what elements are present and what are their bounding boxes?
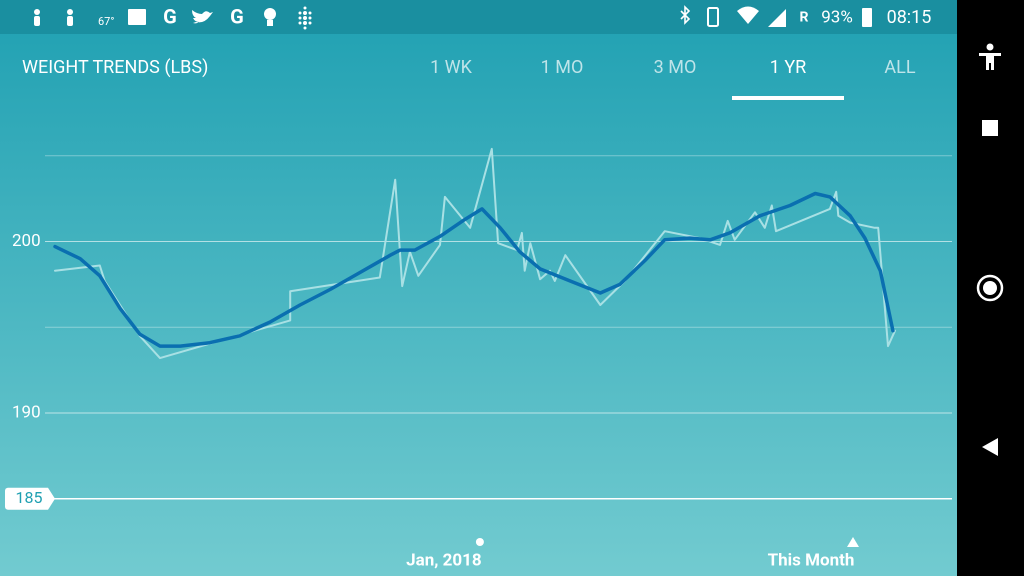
y-tick-label: 190 <box>12 403 41 423</box>
tab[interactable]: 1 WK <box>430 57 473 78</box>
chart: 190 200 185 Jan, 2018 This Month <box>5 147 952 570</box>
status-bar <box>0 0 957 34</box>
x-marker-triangle <box>847 537 859 547</box>
goal-tag <box>5 487 55 510</box>
back-button[interactable] <box>982 438 998 456</box>
tab[interactable]: 1 MO <box>541 57 584 78</box>
roaming: R <box>800 10 809 26</box>
battery-level: 93% <box>821 7 853 27</box>
status-icons: G G <box>34 4 872 30</box>
tab[interactable]: ALL <box>884 57 915 78</box>
tab-indicator <box>732 96 844 100</box>
background <box>0 0 957 576</box>
clock: 08:15 <box>887 7 932 28</box>
x-marker-label: Jan, 2018 <box>406 550 482 570</box>
x-marker-label: This Month <box>768 550 855 570</box>
tab[interactable]: 3 MO <box>654 57 697 78</box>
svg-text:G: G <box>163 4 177 28</box>
home-button[interactable] <box>976 274 1004 302</box>
recents-button[interactable] <box>982 120 998 136</box>
trend-line <box>53 191 895 348</box>
svg-text:G: G <box>230 4 244 28</box>
tab[interactable]: 1 YR <box>770 57 806 78</box>
x-marker-dot <box>475 538 484 546</box>
weather-temp: 67° <box>98 15 114 28</box>
y-tick-label: 200 <box>12 231 41 251</box>
screen-title: WEIGHT TRENDS (LBS) <box>22 57 208 78</box>
accessibility-button[interactable] <box>979 43 1001 71</box>
goal-label: 185 <box>16 488 43 507</box>
